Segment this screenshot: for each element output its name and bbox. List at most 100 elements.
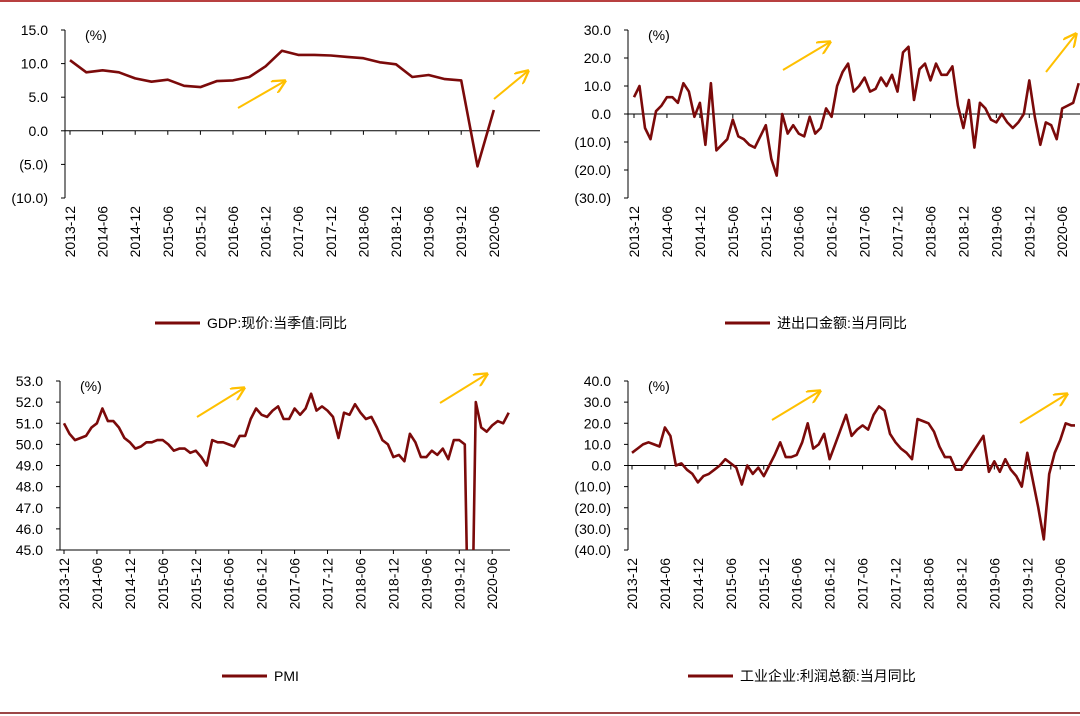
- x-tick-label: 2015-12: [758, 206, 774, 258]
- x-tick-label: 2016-12: [258, 206, 274, 258]
- plot: [69, 49, 496, 168]
- x-tick-label: 2018-06: [355, 206, 371, 258]
- x-tick-label: 2016-06: [789, 558, 805, 610]
- y-tick-label: (40.0): [574, 542, 611, 558]
- x-tick-label: 2015-12: [188, 558, 204, 610]
- unit-label: (%): [85, 27, 107, 43]
- y-tick-label: 46.0: [16, 521, 43, 537]
- x-tick-label: 2019-12: [1019, 558, 1035, 610]
- y-tick-label: 50.0: [16, 436, 43, 452]
- x-tick-label: 2020-06: [1054, 206, 1070, 258]
- y-tick-label: (30.0): [574, 190, 611, 206]
- x-tick-label: 2015-06: [155, 558, 171, 610]
- arrow: [237, 81, 285, 109]
- x-tick-label: 2013-12: [56, 558, 72, 610]
- x-tick-label: 2014-06: [95, 206, 111, 258]
- x-tick-label: 2016-06: [225, 206, 241, 258]
- x-tick-label: 2017-06: [287, 558, 303, 610]
- x-tick-label: 2015-12: [192, 206, 208, 258]
- x-tick-label: 2013-12: [626, 206, 642, 258]
- x-tick-label: 2015-06: [725, 206, 741, 258]
- x-tick-label: 2020-06: [1052, 558, 1068, 610]
- y-tick-label: 45.0: [16, 542, 43, 558]
- y-tick-label: 10.0: [21, 56, 48, 72]
- y-tick-label: 0.0: [29, 123, 49, 139]
- plot: [632, 45, 1080, 177]
- y-tick-label: 30.0: [584, 394, 611, 410]
- arrow: [439, 374, 487, 404]
- x-tick-label: 2018-12: [953, 558, 969, 610]
- y-tick-label: (10.0): [574, 134, 611, 150]
- x-tick-label: 2015-06: [160, 206, 176, 258]
- y-tick-label: 47.0: [16, 500, 43, 516]
- x-tick-label: 2015-12: [756, 558, 772, 610]
- y-tick-label: 10.0: [584, 78, 611, 94]
- x-tick-label: 2019-12: [453, 206, 469, 258]
- x-tick-label: 2020-06: [484, 558, 500, 610]
- y-tick-label: 15.0: [21, 22, 48, 38]
- x-tick-label: 2017-12: [323, 206, 339, 258]
- y-tick-label: (20.0): [574, 500, 611, 516]
- x-tick-label: 2018-12: [385, 558, 401, 610]
- legend-label: 工业企业:利润总额:当月同比: [740, 668, 916, 684]
- y-tick-label: (10.0): [574, 479, 611, 495]
- x-tick-label: 2014-06: [89, 558, 105, 610]
- legend-label: GDP:现价:当季值:同比: [207, 315, 347, 331]
- x-tick-label: 2014-12: [690, 558, 706, 610]
- x-tick-label: 2015-06: [723, 558, 739, 610]
- x-tick-label: 2019-06: [421, 206, 437, 258]
- series-line: [69, 49, 496, 168]
- x-tick-label: 2020-06: [486, 206, 502, 258]
- x-tick-label: 2016-12: [822, 558, 838, 610]
- x-tick-label: 2014-06: [659, 206, 675, 258]
- x-tick-label: 2017-06: [855, 558, 871, 610]
- plot: [631, 405, 1075, 541]
- y-tick-label: (30.0): [574, 521, 611, 537]
- x-tick-label: 2014-12: [692, 206, 708, 258]
- arrow: [782, 42, 830, 71]
- y-tick-label: (10.0): [11, 190, 48, 206]
- y-tick-label: (20.0): [574, 162, 611, 178]
- x-tick-label: 2018-12: [955, 206, 971, 258]
- x-tick-label: 2016-12: [254, 558, 270, 610]
- legend-label: 进出口金额:当月同比: [777, 315, 907, 331]
- y-tick-label: 40.0: [584, 373, 611, 389]
- x-tick-label: 2019-06: [986, 558, 1002, 610]
- x-tick-label: 2017-12: [320, 558, 336, 610]
- y-tick-label: 51.0: [16, 415, 43, 431]
- x-tick-label: 2017-12: [888, 558, 904, 610]
- y-tick-label: 48.0: [16, 479, 43, 495]
- x-tick-label: 2013-12: [624, 558, 640, 610]
- x-tick-label: 2018-06: [922, 206, 938, 258]
- y-tick-label: 53.0: [16, 373, 43, 389]
- x-tick-label: 2014-12: [122, 558, 138, 610]
- legend-label: PMI: [274, 668, 299, 684]
- y-tick-label: 30.0: [584, 22, 611, 38]
- x-tick-label: 2018-06: [920, 558, 936, 610]
- x-tick-label: 2013-12: [62, 206, 78, 258]
- unit-label: (%): [80, 378, 102, 394]
- arrow: [771, 391, 820, 421]
- x-tick-label: 2016-12: [824, 206, 840, 258]
- arrow: [493, 71, 528, 100]
- x-tick-label: 2019-06: [418, 558, 434, 610]
- x-tick-label: 2014-12: [127, 206, 143, 258]
- x-tick-label: 2017-06: [857, 206, 873, 258]
- y-tick-label: 0.0: [592, 458, 612, 474]
- series-line: [631, 405, 1075, 541]
- x-tick-label: 2018-12: [388, 206, 404, 258]
- unit-label: (%): [648, 378, 670, 394]
- y-tick-label: 20.0: [584, 50, 611, 66]
- x-tick-label: 2016-06: [221, 558, 237, 610]
- y-tick-label: 52.0: [16, 394, 43, 410]
- arrow: [196, 388, 244, 418]
- arrow: [1045, 34, 1076, 73]
- x-tick-label: 2016-06: [791, 206, 807, 258]
- x-tick-label: 2018-06: [352, 558, 368, 610]
- y-tick-label: 10.0: [584, 436, 611, 452]
- x-tick-label: 2019-06: [988, 206, 1004, 258]
- x-tick-label: 2017-12: [890, 206, 906, 258]
- y-tick-label: 0.0: [592, 106, 612, 122]
- y-tick-label: 5.0: [29, 89, 49, 105]
